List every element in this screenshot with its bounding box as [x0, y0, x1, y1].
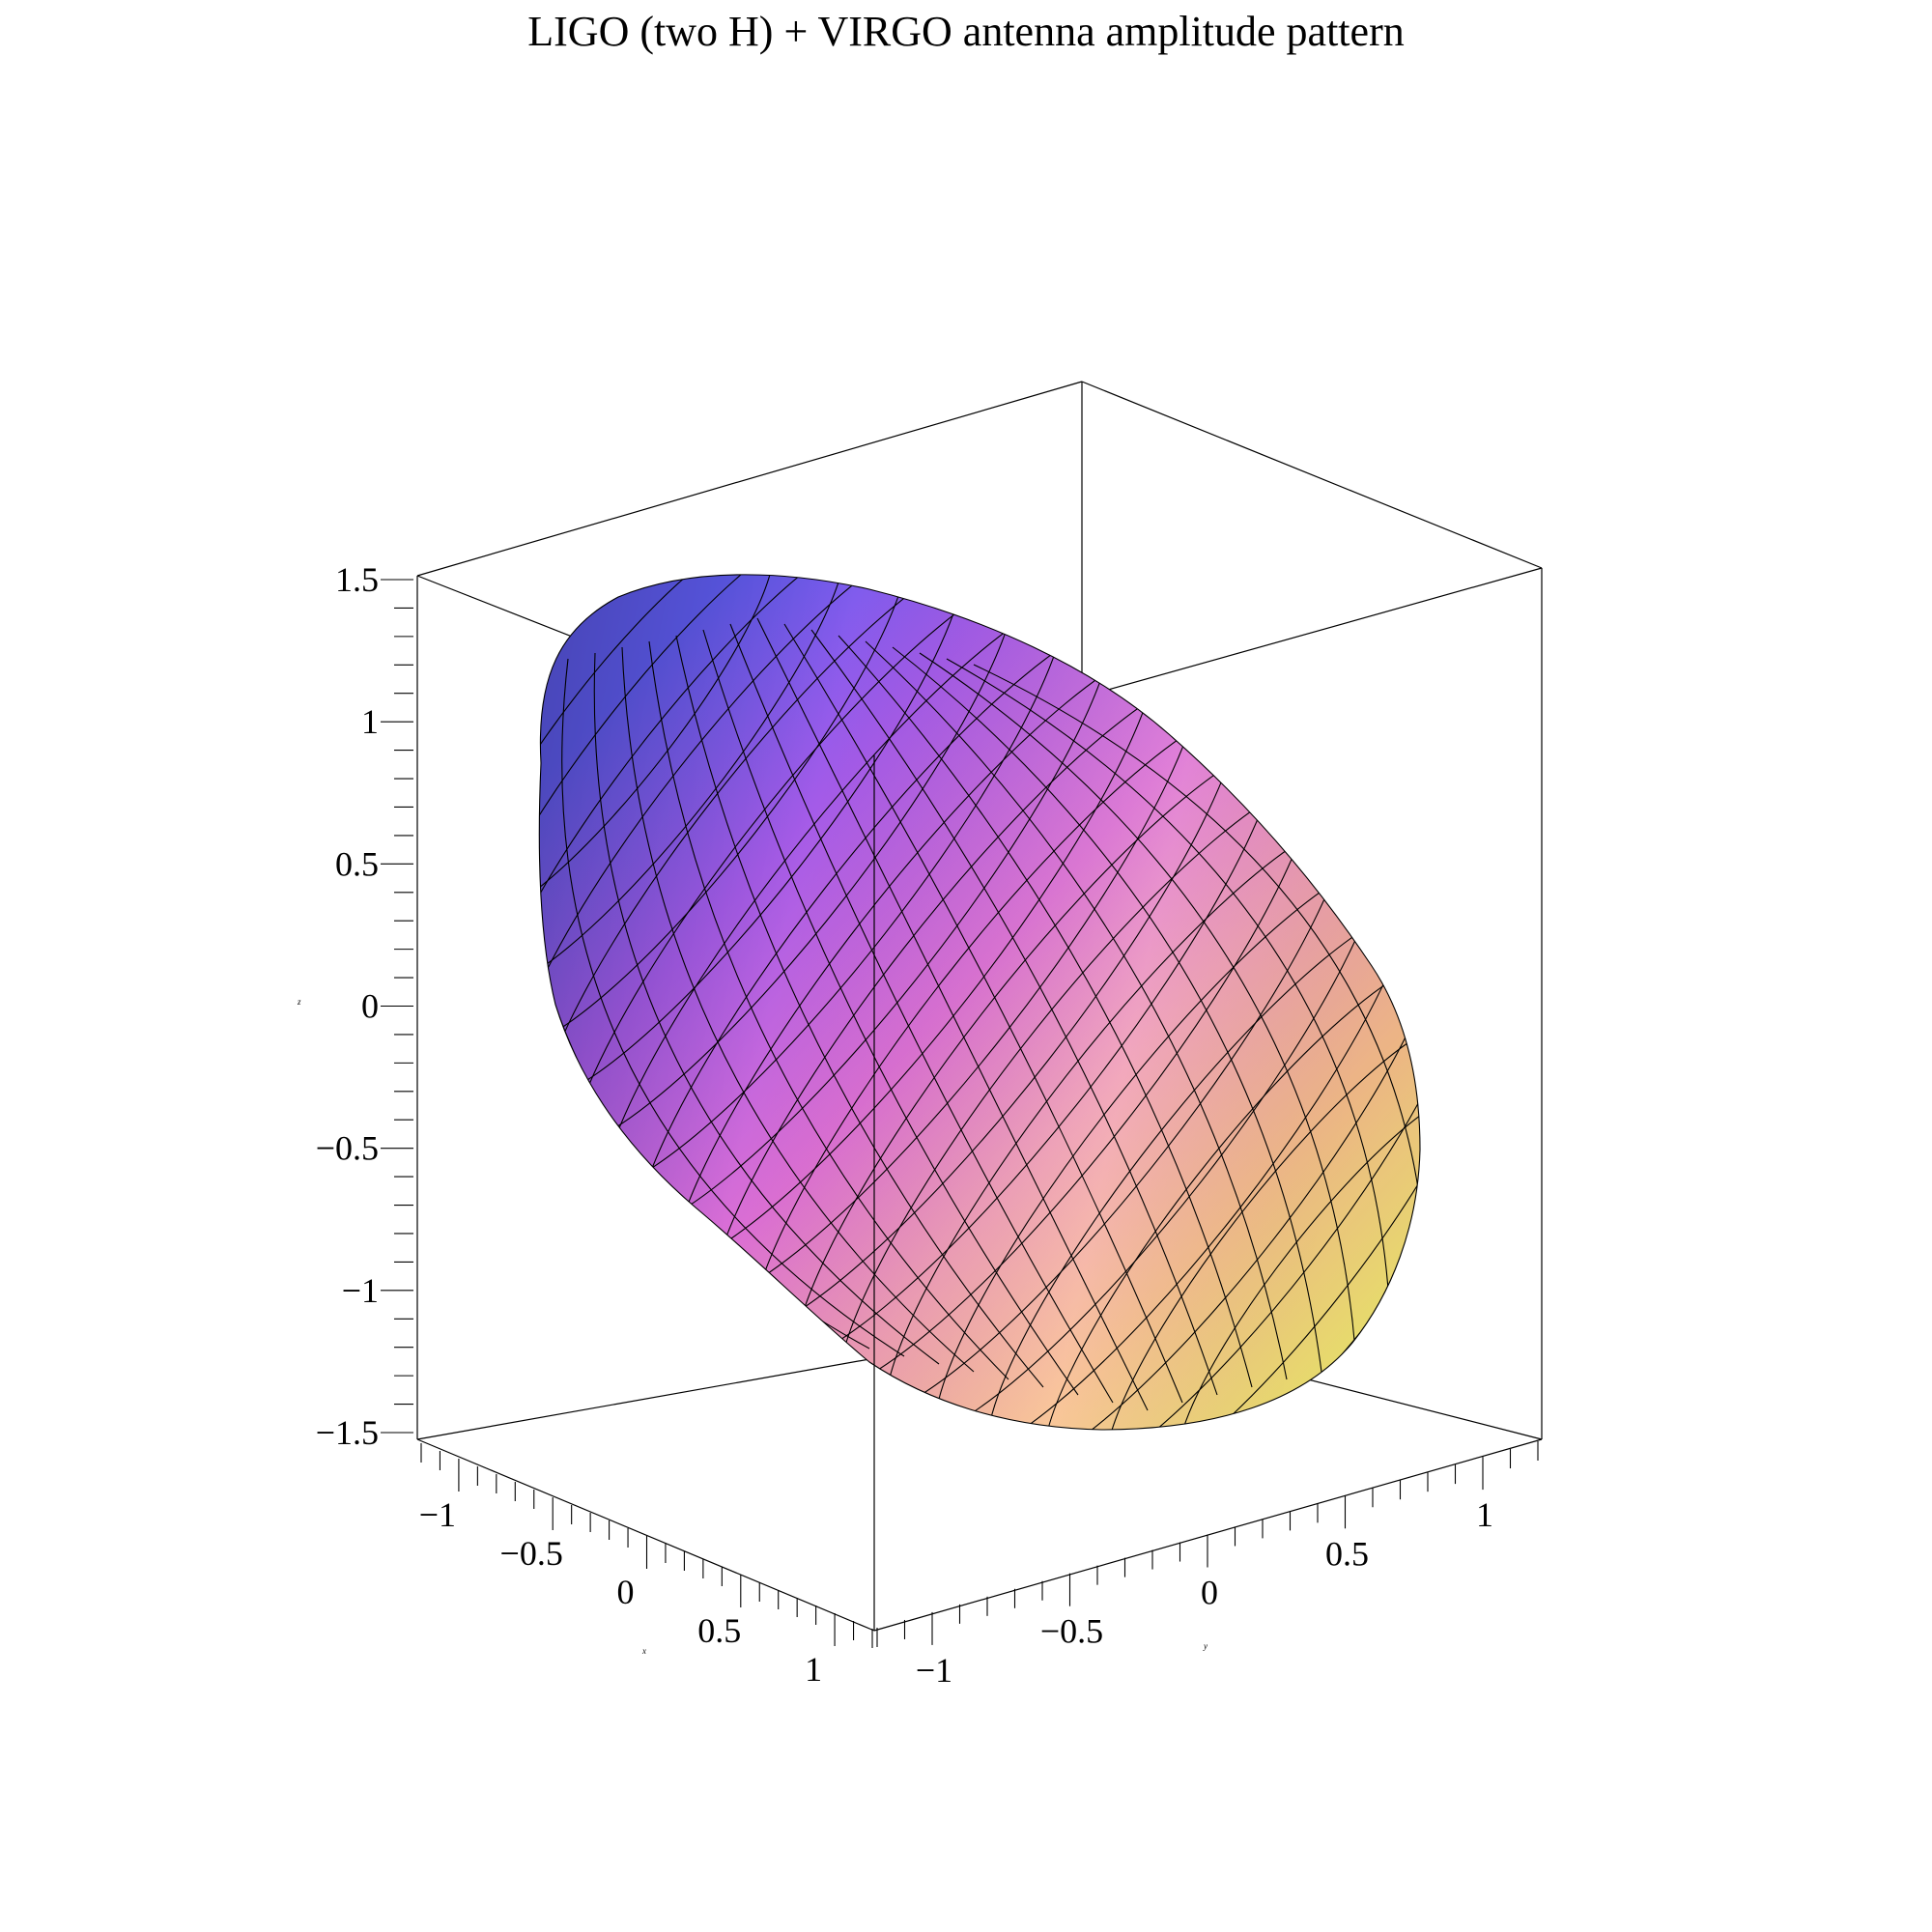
- y-tick-label: 1: [1476, 1495, 1493, 1534]
- mesh-ring: [1105, 1018, 1420, 1430]
- y-tick-label: −1: [916, 1651, 952, 1690]
- z-axis-label: z: [297, 997, 301, 1007]
- y-axis-label: y: [1203, 1641, 1208, 1651]
- z-tick-label: 0: [361, 987, 379, 1026]
- mesh-meridian: [729, 623, 1114, 1404]
- mesh-meridian: [702, 629, 1079, 1396]
- mesh-ring: [986, 906, 1420, 1430]
- mesh-meridian: [946, 658, 1392, 1357]
- z-tick-label: 1.5: [335, 560, 379, 599]
- z-tick-label: −1.5: [316, 1413, 379, 1452]
- box-edge: [416, 381, 1083, 577]
- mesh-meridian: [756, 617, 1149, 1411]
- mesh-meridian: [865, 640, 1288, 1380]
- mesh-ring: [1042, 958, 1420, 1430]
- mesh-meridian: [838, 635, 1253, 1388]
- mesh-meridian: [973, 664, 1420, 1350]
- y-tick-label: 0: [1201, 1574, 1218, 1612]
- x-tick-label: −0.5: [500, 1534, 563, 1573]
- z-tick-label: 0.5: [335, 844, 379, 883]
- surface-lobe: [538, 574, 1421, 1431]
- mesh-meridian: [675, 635, 1044, 1388]
- y-tick-label: 0.5: [1325, 1534, 1369, 1573]
- mesh-ring: [539, 574, 909, 1051]
- y-tick-label: −0.5: [1040, 1612, 1103, 1651]
- surface-outline: [538, 574, 1421, 1431]
- z-tick-label: −0.5: [316, 1129, 379, 1168]
- x-axis-label: x: [641, 1646, 646, 1656]
- mesh-meridian: [593, 652, 940, 1365]
- x-tick-label: 0: [617, 1573, 635, 1611]
- mesh-ring: [539, 574, 846, 991]
- x-tick-label: −1: [419, 1495, 456, 1534]
- mesh-ring: [539, 574, 965, 1103]
- mesh-ring: [539, 574, 775, 920]
- chart-title: LIGO (two H) + VIRGO antenna amplitude p…: [527, 8, 1404, 55]
- mesh-meridian: [783, 623, 1183, 1404]
- surface-shading: [539, 574, 1420, 1430]
- x-tick-label: 0.5: [697, 1611, 741, 1650]
- x-tick-label: 1: [805, 1650, 822, 1689]
- z-tick-label: 1: [361, 702, 379, 741]
- mesh-meridian: [892, 646, 1322, 1373]
- mesh-meridian: [919, 652, 1357, 1365]
- z-axis: 1.5 1 0.5 0 −0.5 −1 −1.5: [316, 560, 413, 1452]
- x-axis: −1 −0.5 0 0.5 1: [419, 1443, 873, 1689]
- mesh-meridian: [810, 629, 1218, 1396]
- mesh-meridian: [621, 646, 975, 1373]
- mesh-meridian: [648, 640, 1009, 1380]
- z-tick-label: −1: [342, 1271, 379, 1310]
- y-axis: −1 −0.5 0 0.5 1: [876, 1441, 1539, 1690]
- box-edge: [416, 1438, 875, 1632]
- mesh-meridian: [561, 658, 905, 1357]
- box-edge: [1081, 381, 1543, 569]
